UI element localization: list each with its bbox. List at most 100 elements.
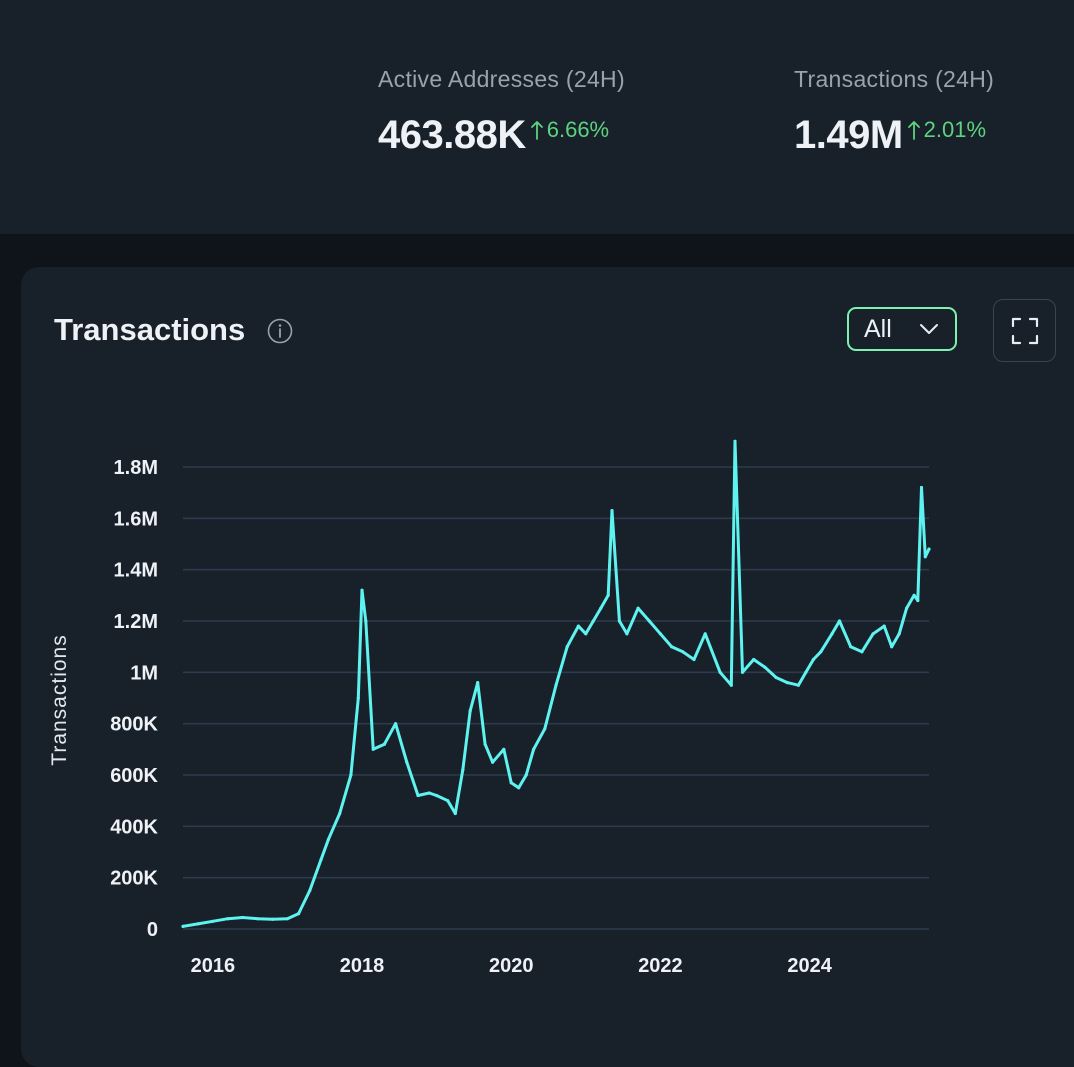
stat-label: Transactions (24H) [794, 66, 995, 92]
data-point [912, 593, 916, 597]
data-point [785, 681, 789, 685]
fullscreen-button[interactable] [993, 299, 1056, 362]
y-tick-label: 400K [110, 816, 158, 838]
data-point [837, 619, 842, 623]
stat-change-value: 2.01% [923, 117, 987, 142]
data-point [476, 681, 480, 685]
data-point [491, 760, 495, 764]
data-point [461, 768, 465, 772]
info-circle-icon[interactable] [267, 318, 293, 344]
data-point [681, 650, 685, 654]
data-point [446, 799, 450, 803]
data-point [610, 509, 614, 513]
stat-active-addresses: Active Addresses (24H) 463.88K 6.66% [378, 66, 625, 155]
y-tick-label: 0 [147, 919, 158, 941]
data-point [890, 645, 894, 649]
data-point [796, 683, 801, 687]
chevron-down-icon [919, 323, 939, 335]
arrow-up-icon [907, 121, 920, 140]
data-point [882, 624, 886, 628]
x-tick-label: 2022 [638, 955, 683, 977]
data-point [849, 645, 853, 649]
data-point [285, 917, 289, 921]
expand-icon [1011, 317, 1038, 344]
y-tick-label: 800K [110, 714, 158, 736]
y-tick-label: 1.4M [114, 560, 158, 582]
stat-change: 6.66% [530, 117, 609, 143]
data-point [554, 683, 558, 687]
data-point [733, 439, 737, 443]
range-select[interactable]: All [847, 307, 957, 351]
data-point [256, 917, 260, 921]
data-point [606, 593, 610, 597]
y-tick-label: 1M [130, 662, 158, 684]
data-point [394, 722, 398, 726]
data-point [371, 747, 375, 751]
data-point [897, 632, 901, 636]
data-point [718, 670, 722, 674]
stat-value: 1.49M [794, 113, 903, 157]
x-tick-label: 2018 [340, 955, 385, 977]
data-point [326, 837, 331, 841]
data-point [774, 675, 778, 680]
data-point [338, 811, 342, 816]
data-point [319, 858, 323, 862]
data-point [453, 811, 457, 816]
y-tick-label: 200K [110, 868, 158, 890]
arrow-up-icon [530, 121, 543, 140]
data-point [181, 924, 185, 929]
data-point [905, 606, 909, 610]
data-point [349, 773, 353, 777]
y-tick-label: 1.6M [114, 508, 158, 530]
x-tick-label: 2024 [787, 955, 832, 977]
data-point [483, 742, 487, 746]
data-point [364, 619, 368, 623]
stat-change: 2.01% [907, 117, 986, 143]
data-point [297, 912, 301, 916]
data-point [871, 632, 875, 636]
stat-transactions: Transactions (24H) 1.49M 2.01% [794, 66, 994, 155]
stats-panel: Active Addresses (24H) 463.88K 6.66% Tra… [0, 0, 1074, 234]
data-point [524, 773, 528, 777]
data-point [382, 742, 386, 746]
card-title: Transactions [54, 312, 246, 347]
data-point [752, 657, 756, 662]
data-point [811, 657, 816, 662]
data-point [670, 645, 674, 649]
data-point [804, 670, 808, 674]
x-tick-label: 2016 [191, 955, 236, 977]
data-point [435, 793, 439, 798]
data-point [565, 645, 569, 649]
data-point [584, 632, 588, 636]
data-point [599, 606, 603, 610]
data-point [576, 624, 581, 628]
data-point [241, 915, 245, 920]
data-point [636, 606, 640, 610]
y-axis-title: Transactions [48, 634, 71, 765]
stat-label: Active Addresses (24H) [378, 66, 625, 92]
data-point [502, 747, 506, 751]
data-point [830, 632, 834, 636]
y-tick-label: 1.8M [114, 457, 158, 479]
data-point [919, 485, 924, 490]
data-point [405, 760, 409, 764]
stat-change-value: 6.66% [546, 117, 610, 142]
data-point [740, 670, 745, 674]
data-point [860, 650, 864, 654]
stat-row: 463.88K 6.66% [378, 115, 625, 155]
data-point [591, 619, 595, 623]
data-point [647, 619, 651, 623]
data-point [692, 657, 696, 662]
data-point [509, 781, 513, 785]
data-point [658, 632, 663, 636]
range-select-label: All [864, 314, 892, 343]
transactions-card: Transactions All 0 200K 400K 600K 800K 1M 1.2M… [21, 267, 1074, 1067]
data-point [416, 793, 420, 798]
data-point [703, 632, 707, 636]
data-point [625, 632, 629, 636]
data-point [729, 683, 733, 687]
x-tick-label: 2020 [489, 955, 534, 977]
data-point [226, 917, 230, 921]
data-point [468, 709, 472, 713]
data-point [356, 696, 360, 700]
